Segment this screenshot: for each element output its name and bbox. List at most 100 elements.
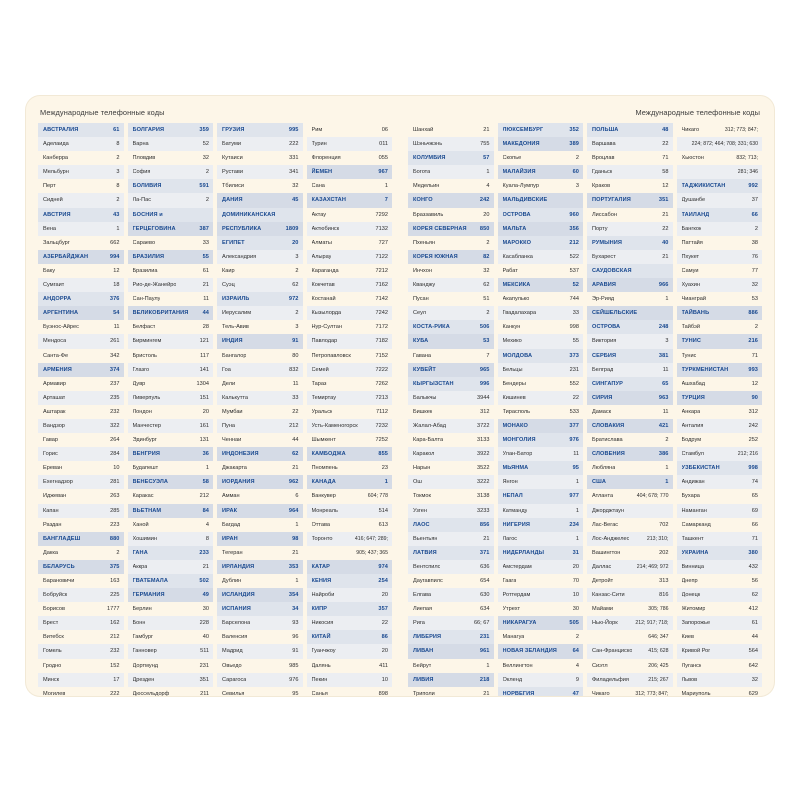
dial-code: 28 [202,324,209,331]
city-row: Сеул 2 [408,306,494,321]
city-row: Эр-Рияд 1 [587,292,673,306]
country-row: АВСТРИЯ 43 [38,207,124,222]
country-name: КУВЕЙТ [413,366,436,373]
dial-code: 613 [378,521,388,528]
country-name: ЛИВАН [413,648,434,655]
country-row: АРАВИЯ 966 [587,278,673,293]
city-row: Пловдив 32 [128,151,214,165]
country-row: ТАДЖИКИСТАН 992 [676,179,762,194]
dial-code: 96 [292,634,299,641]
dial-code: 356 [569,225,579,232]
city-row: Гродно 152 [38,659,124,673]
country-name: БОЛГАРИЯ [132,127,165,133]
city-name: Вена [43,225,57,232]
dial-code: 855 [378,451,388,458]
dial-code: 381 [658,352,669,359]
city-name: Андижан [681,479,705,486]
city-row: Донецк 62 [676,588,762,603]
dial-code: 11 [292,380,299,387]
dial-code: 7292 [375,211,388,218]
city-name: Канберра [43,155,69,162]
city-name: Роттердам [502,592,531,599]
dial-code: 90 [751,394,758,401]
dial-code: 3 [665,338,669,345]
city-name: Джакарта [222,465,247,472]
city-row: Барановичи 163 [38,574,124,588]
dial-code: 56 [751,578,758,584]
city-row: Костанай 7142 [307,292,393,306]
dial-code: 312; 773; 847; [724,127,758,133]
country-name: ИОРДАНИЯ [222,479,255,486]
city-row: Будапешт 1 [128,461,214,475]
city-row: Касабланка 522 [497,249,583,264]
dial-code: 533 [569,408,579,415]
city-row: Ла-Пас 2 [127,193,213,208]
city-name: Чианграй [681,296,706,303]
dial-code: 377 [569,422,579,429]
dial-code: 44 [202,310,209,317]
city-row: Дакка 2 [38,546,124,560]
city-row: Запорожье 61 [676,616,762,631]
city-row: Ганновер 511 [127,644,213,659]
city-row: Манагуа 2 [498,630,584,644]
city-name: Рим [311,127,323,133]
dial-code: 232 [110,408,120,415]
dial-code: 386 [658,451,669,458]
country-row: КЫРГЫЗСТАН 996 [408,376,494,391]
dial-code: 3 [295,324,299,331]
city-name: Гданьск [592,169,613,176]
country-row: МОНГОЛИЯ 976 [497,433,583,448]
city-row: Бангалор 80 [217,349,303,363]
country-row: КЕНИЯ 254 [306,574,392,589]
dial-code: 218 [479,676,490,683]
city-row: Бразилиа 61 [128,264,214,278]
dial-code: 2 [116,549,120,556]
city-name: Янгон [502,479,518,486]
country-name: ИСПАНИЯ [222,606,251,613]
city-name: Нью-Йорк [592,620,618,627]
dial-code: 10 [572,592,579,599]
dial-code: 3944 [477,394,490,401]
country-row: КАМБОДЖА 855 [306,447,392,462]
city-name: Усть-Каменогорск [311,422,358,429]
dial-code: 3922 [477,451,490,458]
city-row: Усть-Каменогорск 7232 [306,418,392,434]
city-name: Пловдив [132,155,156,162]
city-row: Лиссабон 21 [587,208,673,222]
dial-code: 22 [662,225,669,232]
city-name: Тель-Авив [222,324,249,331]
city-name: Ганновер [132,648,157,655]
dial-code: 416; 647; 289; [354,535,388,542]
country-name: КЫРГЫЗСТАН [413,380,454,387]
city-row: Валенсия 96 [217,630,303,644]
dial-code: 62 [292,282,299,289]
city-name: Бухара [681,493,700,500]
dial-code: 642 [748,662,758,669]
code-column: АВСТРАЛИЯ 61 Аделаида 8 Канберра 2 Мельбурн 3 Пе… [36,123,126,696]
dial-code: 161 [199,422,209,429]
city-name: Дрезден [132,676,155,683]
dial-code: 60 [572,169,579,176]
country-row: КИТАЙ 86 [306,630,392,645]
city-name: Детройт [592,578,614,584]
city-row: Каракас 212 [128,489,214,503]
country-row: МАЛЬДИВСКИЕ [497,193,583,208]
city-name: Мехико [502,338,522,345]
dial-code: 58 [202,479,209,486]
city-name: Лос-Анджелес [592,535,630,542]
dial-code: 65 [662,380,669,387]
city-row: Сидней 2 [38,193,124,208]
city-row: Сан-Паулу 11 [128,292,214,306]
country-name: ИРАК [222,507,238,514]
city-name: Гомель [43,648,62,655]
city-name: Берлин [132,606,152,613]
city-name: Веллингтон [502,662,533,669]
city-name: Кутаиси [222,155,243,162]
dial-code: 880 [109,535,120,542]
city-name: Гвадалахара [502,310,537,317]
city-row: Зальцбург 662 [38,236,124,250]
city-name: Канкун [502,324,521,331]
country-row: ЛИВИЯ 218 [408,672,494,687]
country-name: РУМЫНИЯ [592,239,623,246]
dial-code: 53 [751,296,758,303]
